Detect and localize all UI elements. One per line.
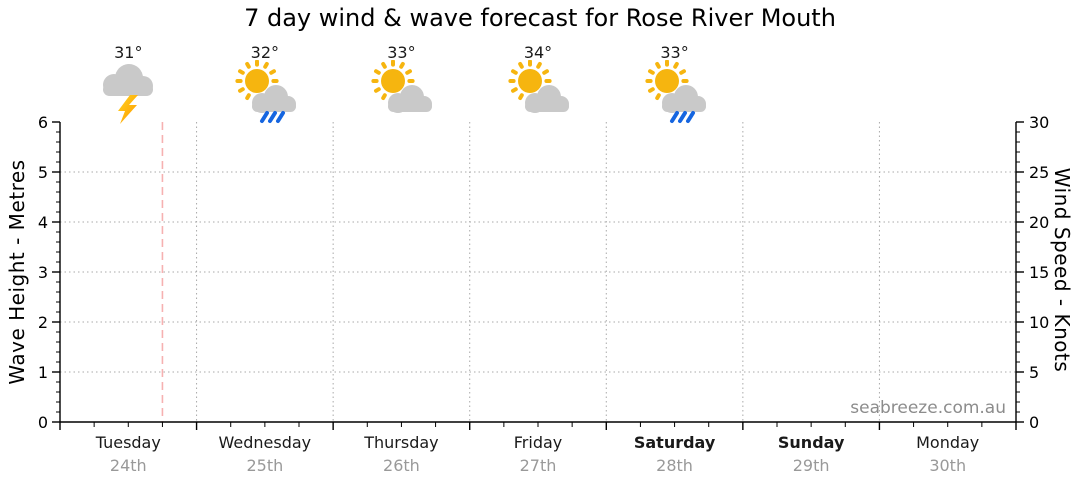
sun-cloud-icon xyxy=(371,59,433,113)
weather-icon-wednesday xyxy=(229,59,301,126)
watermark: seabreeze.com.au xyxy=(850,398,1006,418)
rain-strokes xyxy=(669,111,695,123)
rain-strokes xyxy=(259,111,285,123)
wave-height-tick-label: 5 xyxy=(38,163,48,182)
date-label-sunday: 29th xyxy=(792,456,830,475)
temperature-label-thursday: 33° xyxy=(387,43,416,62)
lightning-bolt-icon xyxy=(118,95,139,124)
cloud-shape xyxy=(661,85,706,113)
day-label-sunday: Sunday xyxy=(777,433,845,452)
weather-icon-tuesday xyxy=(92,60,164,126)
temperature-label-friday: 34° xyxy=(523,43,553,62)
temperature-label-wednesday: 32° xyxy=(250,43,280,62)
sun-shape xyxy=(371,59,416,100)
day-label-tuesday: Tuesday xyxy=(95,433,161,452)
wind-speed-tick-label: 20 xyxy=(1029,213,1049,232)
day-label-monday: Monday xyxy=(916,433,980,452)
cloud-shape xyxy=(251,85,296,113)
sun-shape xyxy=(644,59,689,100)
weather-icon-thursday xyxy=(365,59,437,126)
wave-height-tick-label: 2 xyxy=(38,313,48,332)
date-label-saturday: 28th xyxy=(656,456,693,475)
sun-shape xyxy=(235,59,279,100)
wave-height-tick-label: 3 xyxy=(38,263,48,282)
date-label-wednesday: 25th xyxy=(246,456,284,475)
cloud-shape xyxy=(388,85,433,113)
wind-speed-tick-label: 15 xyxy=(1029,263,1049,282)
wind-speed-tick-label: 0 xyxy=(1029,413,1039,432)
wind-speed-tick-label: 10 xyxy=(1029,313,1049,332)
chart-title: 7 day wind & wave forecast for Rose Rive… xyxy=(244,4,836,32)
wave-height-tick-label: 6 xyxy=(38,113,48,132)
cloud-shape xyxy=(103,64,154,96)
sun-cloud-rain-icon xyxy=(235,59,296,123)
wave-height-tick-label: 1 xyxy=(38,363,48,382)
thunderstorm-icon xyxy=(103,64,154,124)
date-label-monday: 30th xyxy=(929,456,967,475)
wind-speed-tick-label: 25 xyxy=(1029,163,1049,182)
sun-cloud-icon xyxy=(508,59,569,113)
day-label-friday: Friday xyxy=(513,433,563,452)
sun-shape xyxy=(508,59,552,100)
wave-height-tick-label: 0 xyxy=(38,413,48,432)
temperature-label-tuesday: 31° xyxy=(114,43,143,62)
weather-icon-friday xyxy=(502,59,574,126)
cloud-shape xyxy=(525,85,569,113)
date-label-friday: 27th xyxy=(519,456,557,475)
wind-speed-tick-label: 5 xyxy=(1029,363,1039,382)
day-label-saturday: Saturday xyxy=(633,433,716,452)
weather-icon-saturday xyxy=(639,59,711,126)
day-label-wednesday: Wednesday xyxy=(218,433,312,452)
wind-speed-tick-label: 30 xyxy=(1029,113,1049,132)
day-label-thursday: Thursday xyxy=(364,433,439,452)
date-label-tuesday: 24th xyxy=(109,456,147,475)
sun-cloud-rain-icon xyxy=(644,59,706,123)
temperature-label-saturday: 33° xyxy=(660,43,689,62)
date-label-thursday: 26th xyxy=(383,456,420,475)
wave-height-tick-label: 4 xyxy=(38,213,48,232)
